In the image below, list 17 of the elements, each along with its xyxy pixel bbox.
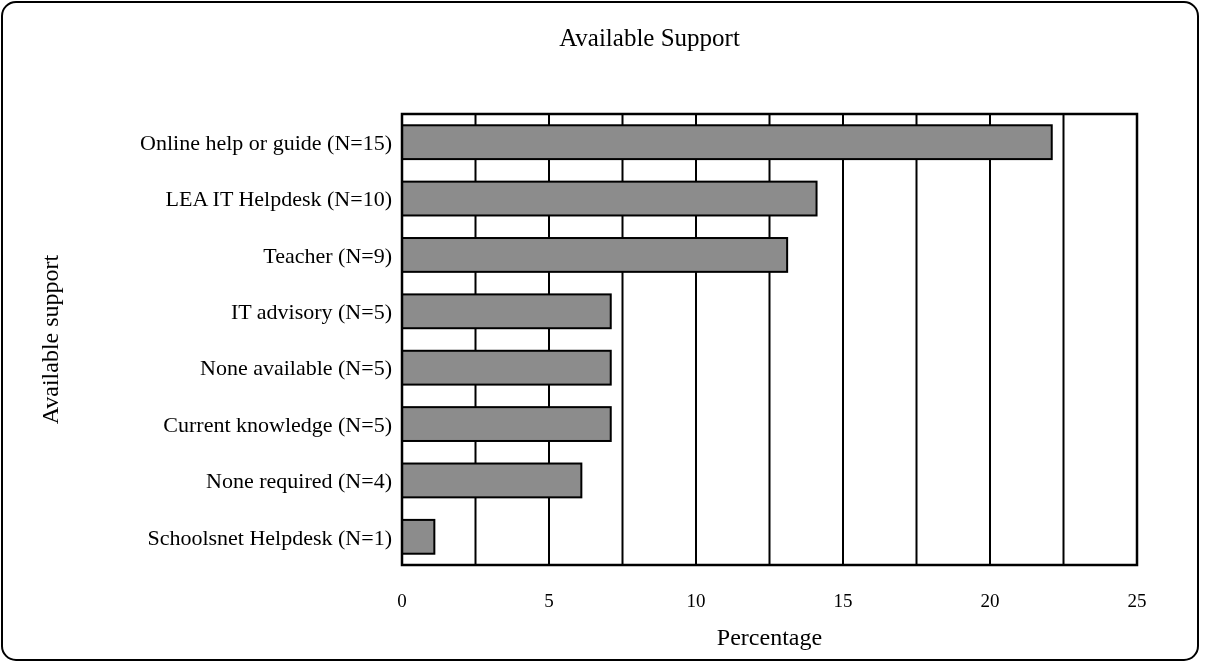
y-tick-label: None required (N=4)	[206, 468, 392, 494]
y-tick-label: IT advisory (N=5)	[230, 299, 392, 325]
x-tick-label: 10	[686, 590, 706, 611]
x-tick-label: 5	[544, 590, 554, 611]
y-axis-title: Available support	[37, 254, 63, 425]
y-tick-label: Current knowledge (N=5)	[163, 411, 392, 437]
y-tick-label: LEA IT Helpdesk (N=10)	[165, 186, 392, 212]
x-tick-label: 20	[980, 590, 1000, 611]
x-tick-label: 15	[833, 590, 853, 611]
x-tick-label: 25	[1127, 590, 1147, 611]
y-tick-label: Schoolsnet Helpdesk (N=1)	[147, 524, 392, 550]
y-tick-label: Teacher (N=9)	[263, 242, 392, 268]
y-tick-label: None available (N=5)	[200, 355, 392, 381]
y-tick-label: Online help or guide (N=15)	[140, 129, 392, 155]
chart-title: Available Support	[559, 24, 740, 51]
x-tick-label: 0	[397, 590, 407, 611]
x-axis-title: Percentage	[716, 624, 823, 650]
